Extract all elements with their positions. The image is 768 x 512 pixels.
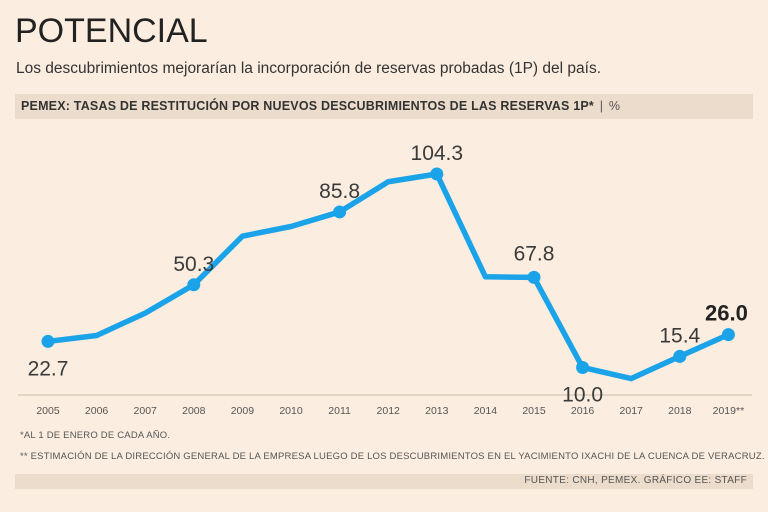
- source-text: FUENTE: CNH, PEMEX. GRÁFICO EE: STAFF: [524, 475, 747, 486]
- chart-unit: %: [608, 99, 621, 113]
- x-tick-label-2013: 2013: [425, 405, 449, 417]
- data-point-2019**: [721, 328, 735, 342]
- x-tick-label-2010: 2010: [279, 405, 303, 417]
- data-label-2008: 50.3: [173, 253, 214, 276]
- page-subtitle: Los descubrimientos mejorarían la incorp…: [16, 60, 601, 77]
- x-tick-label-2008: 2008: [182, 405, 206, 417]
- x-tick-label-2012: 2012: [377, 405, 401, 417]
- chart-title-container: PEMEX: TASAS DE RESTITUCIÓN POR NUEVOS D…: [21, 99, 620, 113]
- x-tick-label-2016: 2016: [571, 405, 595, 417]
- data-point-2013: [430, 167, 444, 181]
- data-label-2018: 15.4: [659, 324, 700, 347]
- data-label-2005: 22.7: [28, 357, 69, 380]
- x-tick-label-2017: 2017: [620, 405, 644, 417]
- data-point-2005: [41, 334, 55, 348]
- data-label-2019**: 26.0: [705, 301, 748, 326]
- data-point-2011: [333, 205, 347, 219]
- data-label-2013: 104.3: [411, 142, 464, 165]
- x-tick-label-2006: 2006: [85, 405, 109, 417]
- chart-separator: |: [599, 99, 604, 113]
- data-point-2015: [527, 270, 541, 284]
- x-tick-label-2005: 2005: [36, 405, 60, 417]
- data-label-2011: 85.8: [319, 180, 360, 203]
- chart-header-bar: PEMEX: TASAS DE RESTITUCIÓN POR NUEVOS D…: [15, 94, 753, 119]
- x-tick-label-2009: 2009: [231, 405, 255, 417]
- x-tick-label-2011: 2011: [328, 405, 351, 417]
- data-label-2015: 67.8: [514, 242, 555, 265]
- chart-title: PEMEX: TASAS DE RESTITUCIÓN POR NUEVOS D…: [21, 99, 594, 113]
- data-point-2016: [576, 360, 590, 374]
- x-tick-label-2018: 2018: [668, 405, 692, 417]
- source-bar: FUENTE: CNH, PEMEX. GRÁFICO EE: STAFF: [15, 474, 753, 489]
- data-label-2016: 10.0: [562, 383, 603, 406]
- series-line: [45, 171, 732, 382]
- x-tick-label-2019**: 2019**: [713, 405, 745, 417]
- footnote-1: *AL 1 DE ENERO DE CADA AÑO.: [20, 430, 171, 441]
- x-tick-label-2007: 2007: [134, 405, 158, 417]
- x-tick-label-2014: 2014: [474, 405, 498, 417]
- x-tick-label-2015: 2015: [522, 405, 546, 417]
- data-point-2008: [187, 278, 201, 292]
- footnote-2: ** ESTIMACIÓN DE LA DIRECCIÓN GENERAL DE…: [20, 451, 765, 462]
- page-title: POTENCIAL: [15, 12, 208, 50]
- data-point-2018: [673, 349, 687, 363]
